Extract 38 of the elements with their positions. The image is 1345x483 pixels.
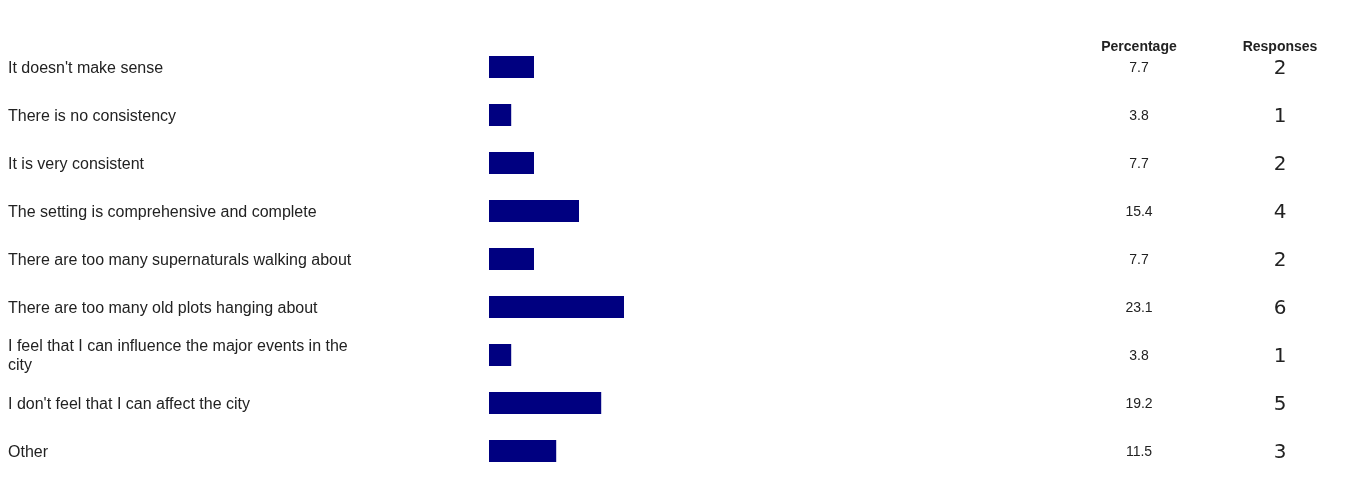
data-label: 1 <box>1272 103 1288 127</box>
bar <box>489 440 557 462</box>
y-tick-label: The setting is comprehensive and complete <box>8 202 317 220</box>
bar <box>489 344 512 366</box>
y-tick-label: Other <box>8 442 49 460</box>
data-label: 19.2 <box>1124 394 1154 413</box>
y-tick-label: There is no consistency <box>8 106 177 124</box>
data-label: 23.1 <box>1124 298 1154 317</box>
data-label: 1 <box>1272 343 1288 367</box>
data-label: 3 <box>1272 439 1288 463</box>
y-tick-label: There are too many old plots hanging about <box>8 298 319 316</box>
y-tick-label: It doesn't make sense <box>8 58 164 76</box>
y-tick-label: There are too many supernaturals walking about <box>8 250 352 268</box>
data-label: 2 <box>1272 247 1288 271</box>
data-label: 5 <box>1272 391 1288 415</box>
y-tick-label: I don't feel that I can affect the city <box>8 394 251 412</box>
y-tick-label: It is very consistent <box>8 154 145 172</box>
data-label: 4 <box>1272 199 1288 223</box>
data-label: 7.7 <box>1128 250 1150 269</box>
data-label: 2 <box>1272 151 1288 175</box>
data-label: 3.8 <box>1128 346 1150 365</box>
data-label: 7.7 <box>1128 154 1150 173</box>
bar <box>489 104 512 126</box>
bar <box>489 152 534 174</box>
text: Percentage <box>1100 38 1178 54</box>
data-label: 6 <box>1272 295 1288 319</box>
bar <box>489 56 534 78</box>
bar <box>489 200 579 222</box>
data-label: 11.5 <box>1124 442 1154 461</box>
data-label: 15.4 <box>1124 202 1154 221</box>
data-label: 7.7 <box>1128 58 1150 77</box>
data-label: 3.8 <box>1128 106 1150 125</box>
data-label: 2 <box>1272 55 1288 79</box>
bar <box>489 296 624 318</box>
bar <box>489 248 534 270</box>
y-tick-label: I feel that I can influence the major events in the city <box>8 337 348 374</box>
text: Responses <box>1241 38 1319 54</box>
bar <box>489 392 602 414</box>
